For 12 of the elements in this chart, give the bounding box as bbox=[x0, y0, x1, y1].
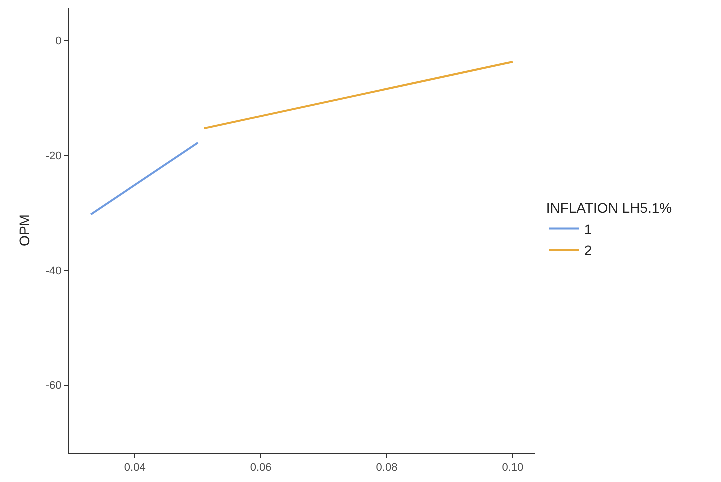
legend-title: INFLATION LH5.1% bbox=[546, 200, 672, 216]
y-tick-label: 0 bbox=[56, 36, 62, 48]
legend-label: 1 bbox=[584, 221, 592, 238]
y-axis-title: OPM bbox=[16, 214, 32, 246]
x-tick-label: 0.08 bbox=[376, 462, 398, 474]
x-tick-label: 0.06 bbox=[250, 462, 272, 474]
y-tick-label: -40 bbox=[46, 265, 62, 278]
x-tick-label: 0.04 bbox=[124, 462, 146, 474]
x-tick-label: 0.10 bbox=[502, 462, 524, 474]
legend-label: 2 bbox=[584, 242, 592, 258]
y-tick-label: -20 bbox=[46, 150, 62, 162]
y-tick-label: -60 bbox=[46, 380, 62, 392]
